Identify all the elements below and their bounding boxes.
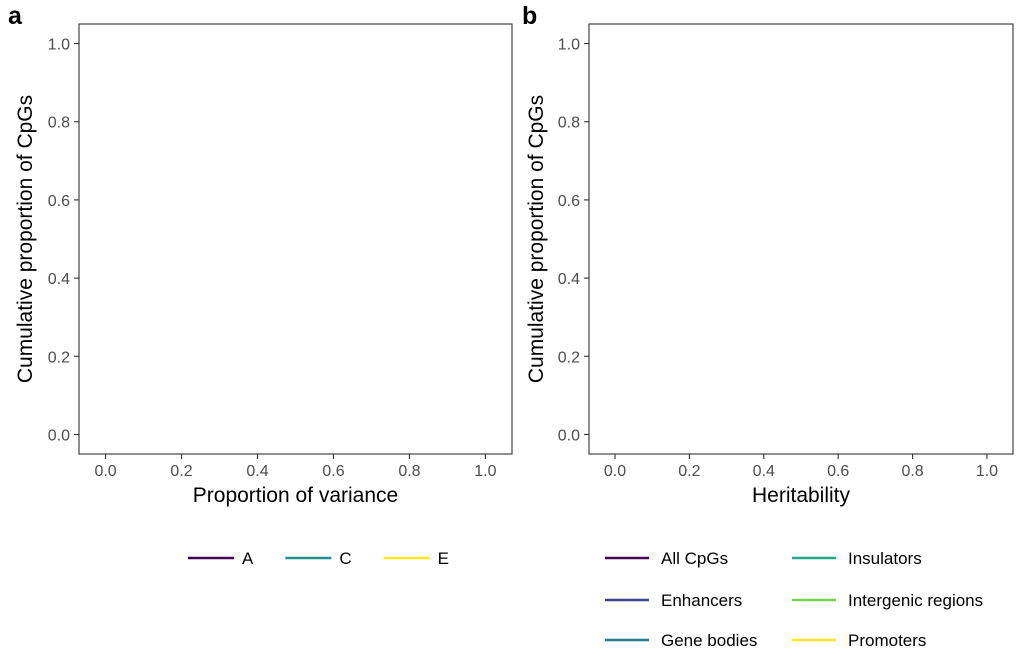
x-tick-label: 1.0 [474, 463, 496, 480]
x-tick-label: 1.0 [976, 463, 998, 480]
legend-label: Intergenic regions [848, 591, 983, 610]
x-tick-label: 0.0 [604, 463, 626, 480]
x-tick-label: 0.2 [678, 463, 700, 480]
y-tick-label: 0.4 [48, 271, 70, 288]
y-tick-label: 0.0 [48, 427, 70, 444]
x-tick-label: 0.6 [827, 463, 849, 480]
y-tick-label: 0.6 [558, 193, 580, 210]
x-tick-label: 0.6 [322, 463, 344, 480]
y-tick-label: 0.0 [558, 427, 580, 444]
x-axis-title: Heritability [752, 484, 851, 507]
y-tick-label: 0.6 [48, 193, 70, 210]
panel-border [588, 23, 1014, 455]
y-tick-label: 0.2 [558, 349, 580, 366]
legend-label: Promoters [848, 631, 926, 650]
panel-border [78, 23, 513, 455]
y-tick-label: 1.0 [48, 37, 70, 54]
panel-b: 0.0 0.2 0.4 0.6 0.8 1.0 0.0 0.2 0.4 0.6 0.8 1.0 b Her… [522, 2, 1014, 650]
legend: All CpGs Enhancers Gene bodies Insulators In… [605, 549, 983, 650]
y-axis-title: Cumulative proportion of CpGs [14, 95, 37, 383]
y-axis-title: Cumulative proportion of CpGs [525, 95, 548, 383]
legend-label: E [438, 549, 449, 568]
legend-label: C [339, 549, 351, 568]
x-tick-label: 0.8 [901, 463, 923, 480]
panel-a: 0.0 0.2 0.4 0.6 0.8 1.0 0.0 0.2 0.4 0.6 0.8 1.0 a Pro… [8, 2, 513, 568]
y-tick-label: 0.8 [48, 115, 70, 132]
legend-label: Gene bodies [661, 631, 757, 650]
x-axis-title: Proportion of variance [193, 484, 398, 507]
x-tick-label: 0.0 [94, 463, 116, 480]
legend-label: A [242, 549, 254, 568]
panel-letter: a [8, 2, 23, 30]
x-tick-label: 0.4 [246, 463, 268, 480]
y-tick-label: 0.2 [48, 349, 70, 366]
legend-label: Insulators [848, 549, 922, 568]
x-tick-label: 0.4 [753, 463, 775, 480]
x-tick-label: 0.8 [398, 463, 420, 480]
panel-letter: b [522, 2, 537, 30]
y-tick-label: 0.4 [558, 271, 580, 288]
legend-label: All CpGs [661, 549, 728, 568]
y-tick-label: 1.0 [558, 37, 580, 54]
y-tick-label: 0.8 [558, 115, 580, 132]
legend-label: Enhancers [661, 591, 742, 610]
x-tick-label: 0.2 [170, 463, 192, 480]
